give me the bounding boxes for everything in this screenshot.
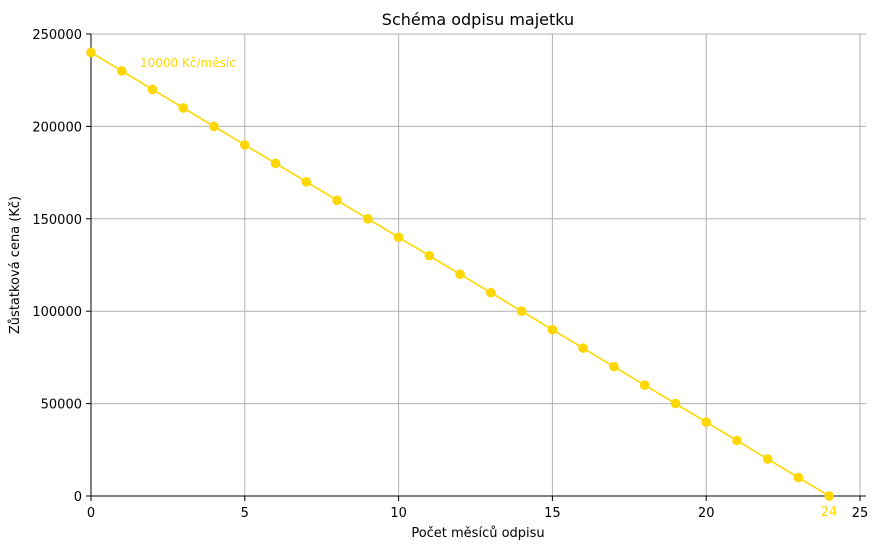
y-tick-label: 100000 (32, 305, 82, 320)
label-layer: Schéma odpisu majetku Počet měsíců odpis… (8, 10, 837, 541)
data-point (732, 435, 742, 446)
data-point (609, 361, 619, 372)
x-tick-label: 5 (241, 506, 249, 521)
axes-layer: 0 5 10 15 20 25 0 50000 100000 150000 200000 250000 (32, 28, 868, 521)
rate-annotation: 10000 Kč/měsíc (140, 56, 236, 70)
data-point (670, 398, 681, 409)
data-point (86, 47, 96, 58)
data-point (240, 140, 250, 150)
x-axis-label: Počet měsíců odpisu (411, 526, 544, 541)
data-point (824, 491, 835, 501)
x-tick-label: 10 (390, 506, 407, 521)
data-point (486, 287, 496, 298)
data-point (424, 250, 435, 261)
x-tick-label: 0 (87, 506, 95, 521)
data-point (270, 158, 281, 169)
data-point (209, 121, 219, 132)
end-month-annotation: 24 (821, 505, 838, 520)
data-point (363, 214, 373, 224)
x-tick-label: 25 (852, 506, 869, 521)
data-point (793, 472, 804, 483)
chart-title: Schéma odpisu majetku (382, 10, 574, 29)
data-point (332, 195, 342, 206)
data-point (547, 324, 558, 335)
data-point (455, 269, 465, 280)
data-point (393, 232, 404, 243)
data-point (116, 66, 127, 76)
y-tick-label: 0 (74, 490, 82, 505)
x-tick-label: 20 (698, 506, 715, 521)
data-point (516, 306, 527, 317)
x-tick-label: 15 (544, 506, 561, 521)
data-point (762, 454, 773, 464)
data-point (147, 84, 158, 95)
y-tick-label: 150000 (32, 213, 82, 228)
data-point (578, 343, 588, 353)
data-point (301, 177, 312, 187)
data-point (178, 103, 189, 113)
y-tick-label: 200000 (32, 120, 82, 135)
y-tick-label: 50000 (41, 398, 82, 413)
grid-layer (90, 33, 866, 497)
y-axis-label: Zůstatková cena (Kč) (8, 196, 23, 334)
series-layer (86, 47, 835, 501)
data-point (701, 417, 711, 427)
y-tick-label: 250000 (32, 28, 82, 43)
data-point (639, 380, 650, 390)
